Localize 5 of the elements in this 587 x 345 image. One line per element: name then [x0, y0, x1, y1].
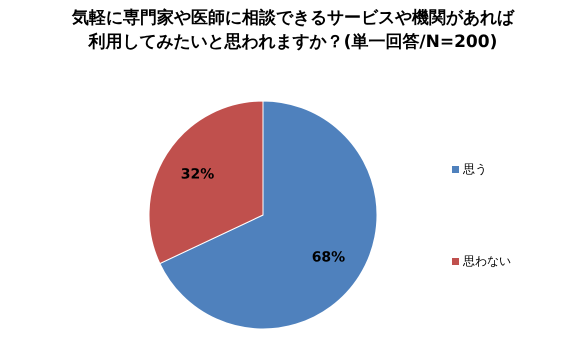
legend-label: 思う: [462, 162, 487, 176]
legend-label: 思わない: [462, 254, 511, 268]
data-label: 32%: [180, 166, 214, 182]
data-label: 68%: [312, 250, 346, 266]
chart-title: 気軽に専門家や医師に相談できるサービスや機関があれば利用してみたいと思われますか？(単一回答/N=200): [70, 7, 516, 54]
